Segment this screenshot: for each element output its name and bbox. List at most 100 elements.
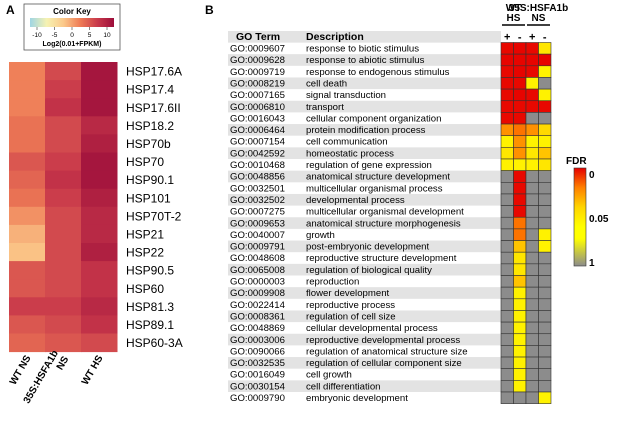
heatmap-cell [81, 62, 118, 81]
heatmap-cell [9, 315, 46, 334]
go-fdr-cell [525, 100, 539, 113]
heatmap-cell [45, 224, 82, 244]
go-fdr-cell [500, 263, 514, 276]
heatmap-cell [81, 134, 118, 153]
go-column-sign: - [518, 32, 522, 44]
go-row-shading [228, 100, 501, 113]
heatmap-cell [45, 80, 82, 99]
go-term: GO:0040007 [230, 230, 285, 241]
go-row-shading [228, 54, 501, 66]
go-fdr-cell [500, 65, 514, 78]
go-fdr-cell [525, 170, 539, 183]
heatmap-row-label: HSP101 [126, 191, 171, 205]
heatmap-cell [9, 333, 46, 353]
go-term: GO:0009719 [230, 67, 285, 78]
go-fdr-cell [538, 380, 552, 393]
fdr-legend-tick: 1 [589, 258, 595, 269]
go-description: regulation of gene expression [306, 160, 432, 171]
go-row-shading [228, 240, 501, 253]
go-fdr-cell [538, 123, 552, 137]
go-fdr-cell [538, 193, 552, 206]
go-description: flower development [306, 288, 390, 299]
go-fdr-cell [525, 205, 539, 218]
go-table-rows: GO:0009607 response to biotic stimulus GO:… [228, 42, 552, 404]
go-fdr-cell [513, 216, 527, 230]
go-fdr-cell [525, 333, 539, 346]
heatmap-row-label: HSP60 [126, 282, 164, 296]
heatmap-cell [81, 261, 118, 280]
go-description: regulation of biological quality [306, 265, 432, 276]
go-fdr-cell [500, 53, 514, 67]
go-fdr-cell [538, 53, 552, 67]
go-term: GO:0042592 [230, 148, 285, 159]
go-description: regulation of cellular component size [306, 358, 462, 369]
go-fdr-cell [538, 112, 552, 125]
go-fdr-cell [500, 216, 514, 230]
go-description: response to abiotic stimulus [306, 55, 425, 66]
go-fdr-cell [538, 298, 552, 311]
go-fdr-cell [538, 216, 552, 230]
go-fdr-cell [525, 123, 539, 137]
fdr-legend-tick: 0 [589, 170, 595, 181]
go-description: cell growth [306, 370, 352, 381]
go-term: GO:0007165 [230, 90, 285, 101]
go-description: embryonic development [306, 393, 408, 404]
go-fdr-cell [513, 205, 527, 218]
go-fdr-cell [525, 368, 539, 381]
go-fdr-cell [513, 321, 527, 335]
go-description: anatomical structure development [306, 172, 450, 183]
heatmap-cell [9, 206, 46, 226]
color-key: Color Key -10 -5 0 5 10 Log2(0.01+FPKM) [23, 3, 121, 51]
go-fdr-cell [525, 147, 539, 160]
heatmap-cell [45, 243, 82, 262]
go-row-shading [228, 124, 501, 136]
go-fdr-cell [500, 112, 514, 125]
go-term: GO:0048608 [230, 253, 285, 264]
go-fdr-cell [513, 100, 527, 113]
heatmap-column-label-line: WT NS [8, 353, 34, 387]
go-fdr-cell [538, 170, 552, 183]
heatmap-cell [81, 315, 118, 334]
heatmap-cell [81, 170, 118, 190]
go-term: GO:0007154 [230, 137, 286, 148]
go-description: cell differentiation [306, 381, 381, 392]
go-fdr-cell [513, 170, 527, 183]
heatmap-cell [9, 224, 46, 244]
panel-a-label: A [6, 3, 15, 17]
color-key-tick-label: 10 [103, 32, 111, 39]
go-fdr-cell [525, 228, 539, 241]
heatmap-row-label: HSP17.6A [126, 65, 182, 79]
go-fdr-cell [538, 228, 552, 241]
heatmap-cell [9, 261, 46, 280]
go-description: cell communication [306, 137, 388, 148]
go-description: homeostatic process [306, 148, 394, 159]
go-fdr-cell [513, 193, 527, 206]
go-term: GO:0003006 [230, 335, 285, 346]
heatmap-cell [45, 170, 82, 190]
go-term: GO:0048856 [230, 172, 285, 183]
go-description: developmental process [306, 195, 405, 206]
go-row-shading [228, 357, 501, 369]
go-description: response to biotic stimulus [306, 44, 419, 55]
go-fdr-cell [525, 356, 539, 369]
heatmap-cell [45, 206, 82, 226]
go-fdr-cell [500, 321, 514, 335]
go-column-sign: - [543, 32, 547, 44]
heatmap-cell [9, 279, 46, 298]
go-term: GO:0090066 [230, 346, 285, 357]
go-fdr-cell [513, 391, 527, 404]
go-fdr-cell [513, 112, 527, 125]
go-term: GO:0000003 [230, 277, 285, 288]
go-fdr-cell [513, 123, 527, 137]
go-fdr-cell [538, 368, 552, 381]
heatmap-cell [9, 134, 46, 153]
go-term: GO:0006464 [230, 125, 286, 136]
go-fdr-cell [525, 216, 539, 230]
go-fdr-cell [538, 275, 552, 288]
go-description: reproductive process [306, 300, 395, 311]
heatmap-cell [81, 188, 118, 208]
go-fdr-cell [513, 182, 527, 195]
go-fdr-cell [513, 65, 527, 78]
